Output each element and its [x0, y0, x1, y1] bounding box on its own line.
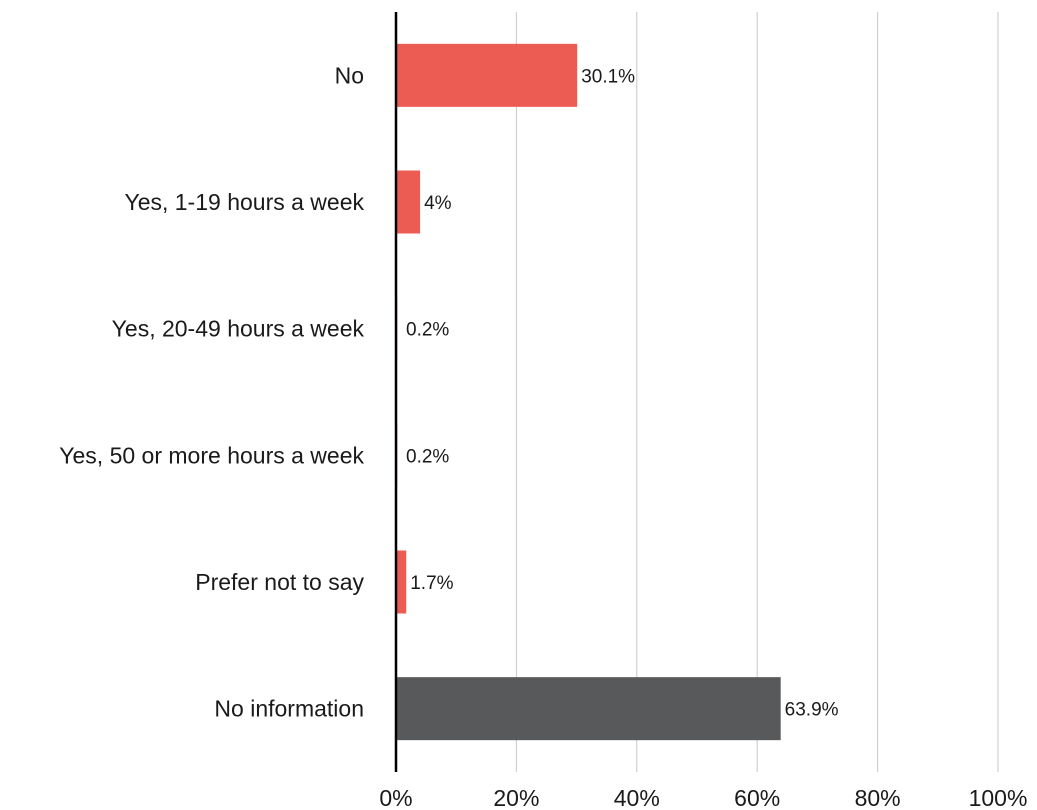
value-label: 1.7%	[410, 573, 453, 594]
x-tick-label: 20%	[493, 785, 539, 810]
category-label: No information	[214, 696, 364, 722]
bar-4	[396, 550, 407, 614]
value-label: 0.2%	[406, 446, 449, 467]
x-tick-label: 100%	[969, 785, 1028, 810]
x-tick-label: 40%	[614, 785, 660, 810]
bars	[396, 43, 781, 741]
bar-1	[396, 170, 421, 234]
x-tick-label: 60%	[734, 785, 780, 810]
category-label: Prefer not to say	[195, 569, 364, 595]
value-label: 0.2%	[406, 320, 449, 341]
category-label: Yes, 1-19 hours a week	[124, 189, 364, 215]
x-tick-label: 80%	[855, 785, 901, 810]
bar-5	[396, 677, 781, 741]
gridlines	[515, 12, 999, 772]
labels: No 30.1% Yes, 1-19 hours a week 4% Yes, 20-4…	[59, 62, 838, 721]
bar-0	[396, 43, 578, 107]
category-label: No	[335, 62, 364, 88]
x-axis-ticks: 0% 20% 40% 60% 80% 100%	[379, 785, 1027, 810]
value-label: 30.1%	[581, 66, 635, 87]
category-label: Yes, 20-49 hours a week	[112, 316, 365, 342]
value-label: 63.9%	[785, 700, 839, 721]
value-label: 4%	[424, 193, 452, 214]
x-tick-label: 0%	[379, 785, 412, 810]
category-label: Yes, 50 or more hours a week	[59, 442, 364, 468]
